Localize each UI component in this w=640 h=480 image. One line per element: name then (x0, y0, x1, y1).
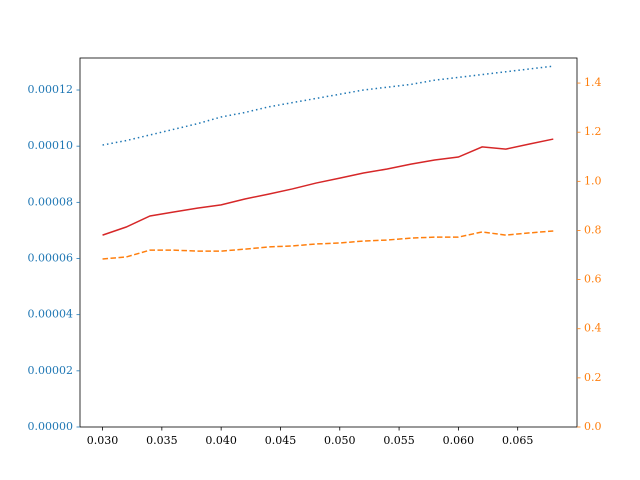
y2-tick-label: 1.4 (584, 76, 602, 89)
x-tick-label: 0.030 (87, 434, 119, 447)
x-tick-label: 0.035 (146, 434, 178, 447)
y2-tick-label: 0.8 (584, 223, 602, 236)
y2-tick-label: 0.0 (584, 420, 602, 433)
y2-tick-label: 1.2 (584, 125, 602, 138)
x-tick-label: 0.045 (265, 434, 297, 447)
x-tick-label: 0.060 (443, 434, 475, 447)
y-tick-label: 0.00000 (28, 420, 74, 433)
x-tick-label: 0.040 (205, 434, 237, 447)
x-tick-label: 0.055 (383, 434, 415, 447)
plot-frame (79, 57, 578, 428)
y-tick-label: 0.00012 (28, 83, 74, 96)
x-tick-label: 0.050 (324, 434, 356, 447)
line-series (102, 230, 554, 260)
y2-tick-label: 0.2 (584, 371, 602, 384)
y2-tick-label: 0.4 (584, 322, 602, 335)
y2-tick-label: 1.0 (584, 174, 602, 187)
y2-tick-label: 0.6 (584, 273, 602, 286)
y-tick-label: 0.00002 (28, 364, 74, 377)
y-tick-label: 0.00004 (28, 308, 74, 321)
x-tick-label: 0.065 (502, 434, 534, 447)
y-tick-label: 0.00006 (28, 252, 74, 265)
line-series (102, 65, 554, 146)
line-series (102, 138, 554, 236)
y-tick-label: 0.00008 (28, 195, 74, 208)
y-tick-label: 0.00010 (28, 139, 74, 152)
